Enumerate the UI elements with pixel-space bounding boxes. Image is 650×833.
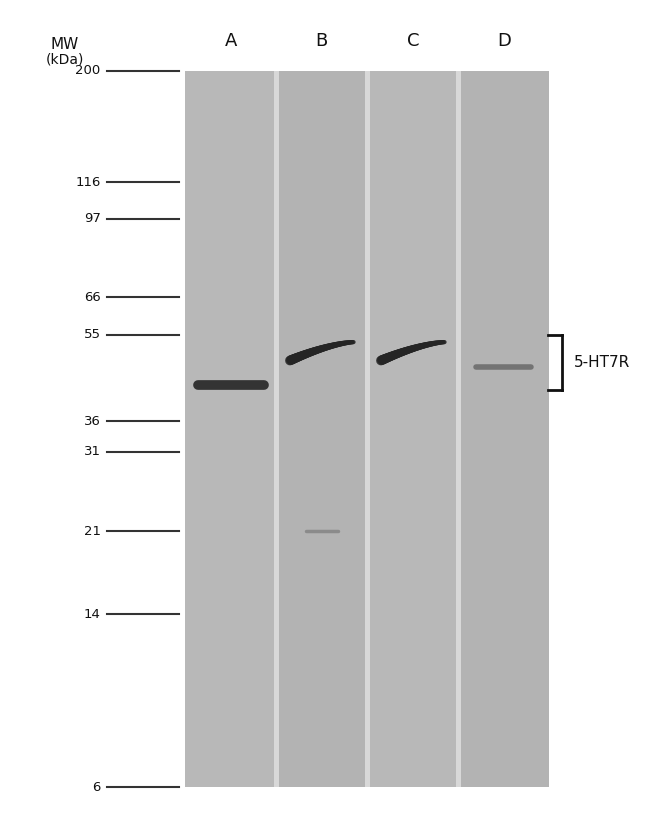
Text: 116: 116: [75, 176, 101, 188]
Bar: [365, 71, 369, 787]
Bar: [367, 71, 458, 787]
Text: (kDa): (kDa): [46, 52, 84, 67]
Text: B: B: [316, 32, 328, 50]
Text: 6: 6: [92, 781, 101, 794]
Bar: [276, 71, 367, 787]
Text: 55: 55: [84, 328, 101, 341]
Bar: [185, 71, 276, 787]
Bar: [456, 71, 461, 787]
Text: 36: 36: [84, 415, 101, 427]
Text: C: C: [406, 32, 419, 50]
Text: 21: 21: [84, 525, 101, 538]
Bar: [458, 71, 549, 787]
Text: 66: 66: [84, 291, 101, 304]
Text: 14: 14: [84, 607, 101, 621]
Bar: [274, 71, 278, 787]
Text: D: D: [497, 32, 511, 50]
Text: 200: 200: [75, 64, 101, 77]
Text: MW: MW: [51, 37, 79, 52]
Text: 31: 31: [84, 445, 101, 458]
Text: 97: 97: [84, 212, 101, 225]
Text: A: A: [224, 32, 237, 50]
Text: 5-HT7R: 5-HT7R: [574, 355, 630, 370]
